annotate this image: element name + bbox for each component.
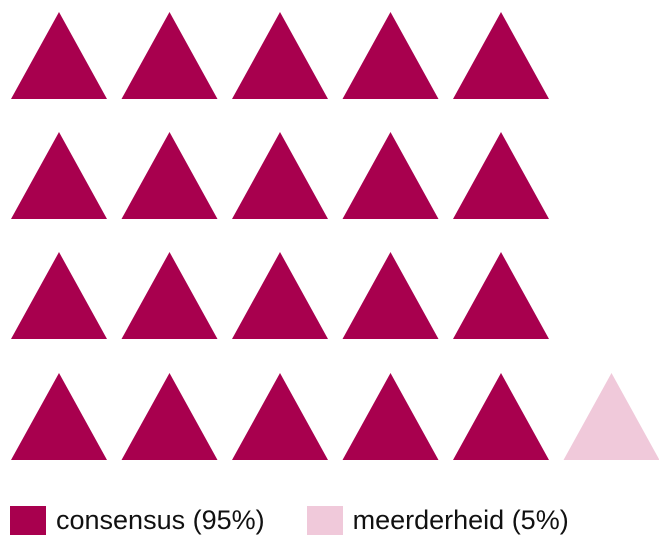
pictograph-chart	[11, 12, 659, 460]
triangle-icon-consensus	[232, 373, 328, 460]
legend: consensus (95%) meerderheid (5%)	[10, 505, 611, 535]
triangle-icon-consensus	[342, 373, 439, 460]
triangle-icon-consensus	[342, 132, 439, 219]
triangle-icon-consensus	[342, 252, 439, 339]
triangle-icon-consensus	[232, 252, 328, 339]
legend-item-consensus: consensus (95%)	[10, 505, 265, 535]
triangle-icon-consensus	[453, 373, 549, 460]
triangle-icon-consensus	[121, 12, 218, 99]
triangle-icon-consensus	[11, 132, 107, 219]
legend-item-meerderheid: meerderheid (5%)	[306, 505, 569, 535]
triangle-icon-consensus	[11, 12, 107, 99]
triangle-icon-consensus	[121, 373, 218, 460]
triangle-icon-consensus	[11, 252, 107, 339]
triangle-icon-consensus	[453, 12, 549, 99]
triangle-icon-consensus	[453, 252, 549, 339]
triangle-icon-consensus	[121, 252, 218, 339]
legend-label-consensus: consensus (95%)	[56, 505, 265, 535]
legend-swatch-meerderheid	[306, 505, 343, 535]
triangle-icon-consensus	[453, 132, 549, 219]
triangle-icon-consensus	[232, 132, 328, 219]
legend-label-meerderheid: meerderheid (5%)	[352, 505, 569, 535]
triangle-icon-consensus	[121, 132, 218, 219]
triangle-icon-consensus	[342, 12, 439, 99]
triangle-icon-meerderheid	[563, 373, 659, 460]
triangle-icon-consensus	[11, 373, 107, 460]
legend-swatch-consensus	[10, 505, 46, 535]
triangle-icon-consensus	[232, 12, 328, 99]
